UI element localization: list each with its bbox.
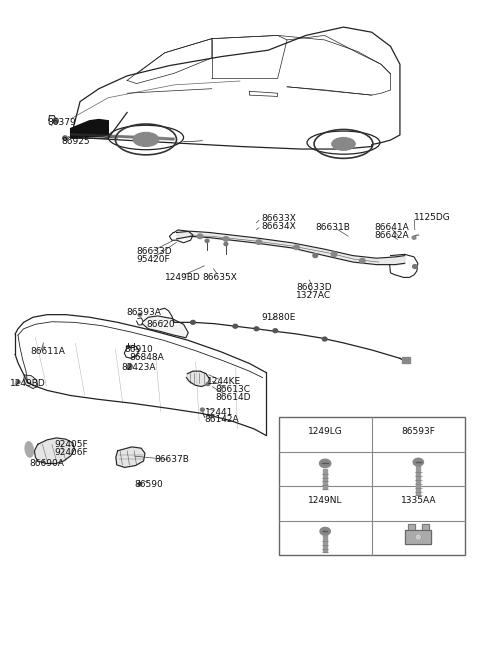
Ellipse shape [53,119,59,123]
Bar [323,534,327,552]
Text: 1125DG: 1125DG [414,213,451,221]
Ellipse shape [320,459,331,468]
Ellipse shape [413,265,417,269]
Text: 86379: 86379 [47,118,76,126]
Bar [278,417,465,555]
Polygon shape [71,134,174,140]
Ellipse shape [273,329,277,333]
Text: 86593A: 86593A [126,308,161,316]
Text: 86613C: 86613C [216,385,251,394]
Bar [422,523,429,530]
Ellipse shape [331,252,337,257]
Text: 91880E: 91880E [261,312,296,322]
Text: 1249BD: 1249BD [165,273,201,282]
Text: 86642A: 86642A [374,231,408,240]
Text: 1244KE: 1244KE [207,377,241,386]
Ellipse shape [413,458,423,466]
Text: 1327AC: 1327AC [297,291,332,300]
Ellipse shape [205,239,209,242]
Text: 12441: 12441 [204,407,233,417]
Bar [422,523,429,530]
Text: 86631B: 86631B [315,223,350,232]
Text: 1249BD: 1249BD [11,379,46,388]
Ellipse shape [412,236,416,239]
Bar [402,357,410,364]
Text: 86633D: 86633D [136,247,172,256]
Ellipse shape [138,483,142,486]
Text: 86690A: 86690A [30,459,65,468]
Text: 86593F: 86593F [401,427,435,436]
Bar [416,464,420,495]
Polygon shape [142,316,188,338]
Ellipse shape [206,383,210,386]
Text: 86633X: 86633X [261,214,296,223]
Ellipse shape [128,364,132,368]
Text: 86611A: 86611A [31,347,66,356]
Text: 86142A: 86142A [204,415,240,424]
Ellipse shape [320,527,330,535]
Ellipse shape [191,320,195,324]
Text: 86633D: 86633D [297,283,332,292]
Ellipse shape [138,313,142,316]
Text: 86634X: 86634X [261,221,296,231]
Ellipse shape [294,245,299,250]
Ellipse shape [323,337,327,341]
Bar [405,530,432,544]
Ellipse shape [197,234,203,238]
Text: 86925: 86925 [61,137,90,146]
Ellipse shape [25,441,34,457]
Ellipse shape [415,534,421,540]
Ellipse shape [133,132,159,147]
Text: 92406F: 92406F [54,447,88,457]
Ellipse shape [63,136,67,140]
Ellipse shape [360,259,365,263]
Ellipse shape [127,365,132,369]
Text: 1249NL: 1249NL [308,496,342,506]
Text: 86910: 86910 [125,345,154,354]
Text: 86848A: 86848A [130,353,164,362]
Text: 1249LG: 1249LG [308,427,343,436]
Text: 92405F: 92405F [54,440,88,449]
Text: 86614D: 86614D [216,393,251,402]
Bar [323,468,327,489]
Polygon shape [116,447,145,468]
Text: 1335AA: 1335AA [400,496,436,506]
Bar [405,530,432,544]
Text: 86620: 86620 [146,320,175,329]
Polygon shape [71,119,108,138]
Polygon shape [35,438,74,464]
Polygon shape [24,375,38,388]
Ellipse shape [223,236,228,241]
Ellipse shape [233,324,238,328]
Ellipse shape [16,381,20,384]
Ellipse shape [201,408,204,411]
Ellipse shape [256,240,262,244]
Bar [408,523,415,530]
Text: 86635X: 86635X [203,273,237,282]
Text: 86637B: 86637B [155,455,189,464]
Ellipse shape [313,253,318,257]
Ellipse shape [332,138,355,151]
Text: 86590: 86590 [134,479,163,489]
Text: 86641A: 86641A [374,223,409,232]
Text: 82423A: 82423A [121,363,156,372]
Bar [408,523,415,530]
Polygon shape [186,371,209,386]
Ellipse shape [254,327,259,331]
Ellipse shape [224,242,228,246]
Text: 95420F: 95420F [136,255,170,264]
